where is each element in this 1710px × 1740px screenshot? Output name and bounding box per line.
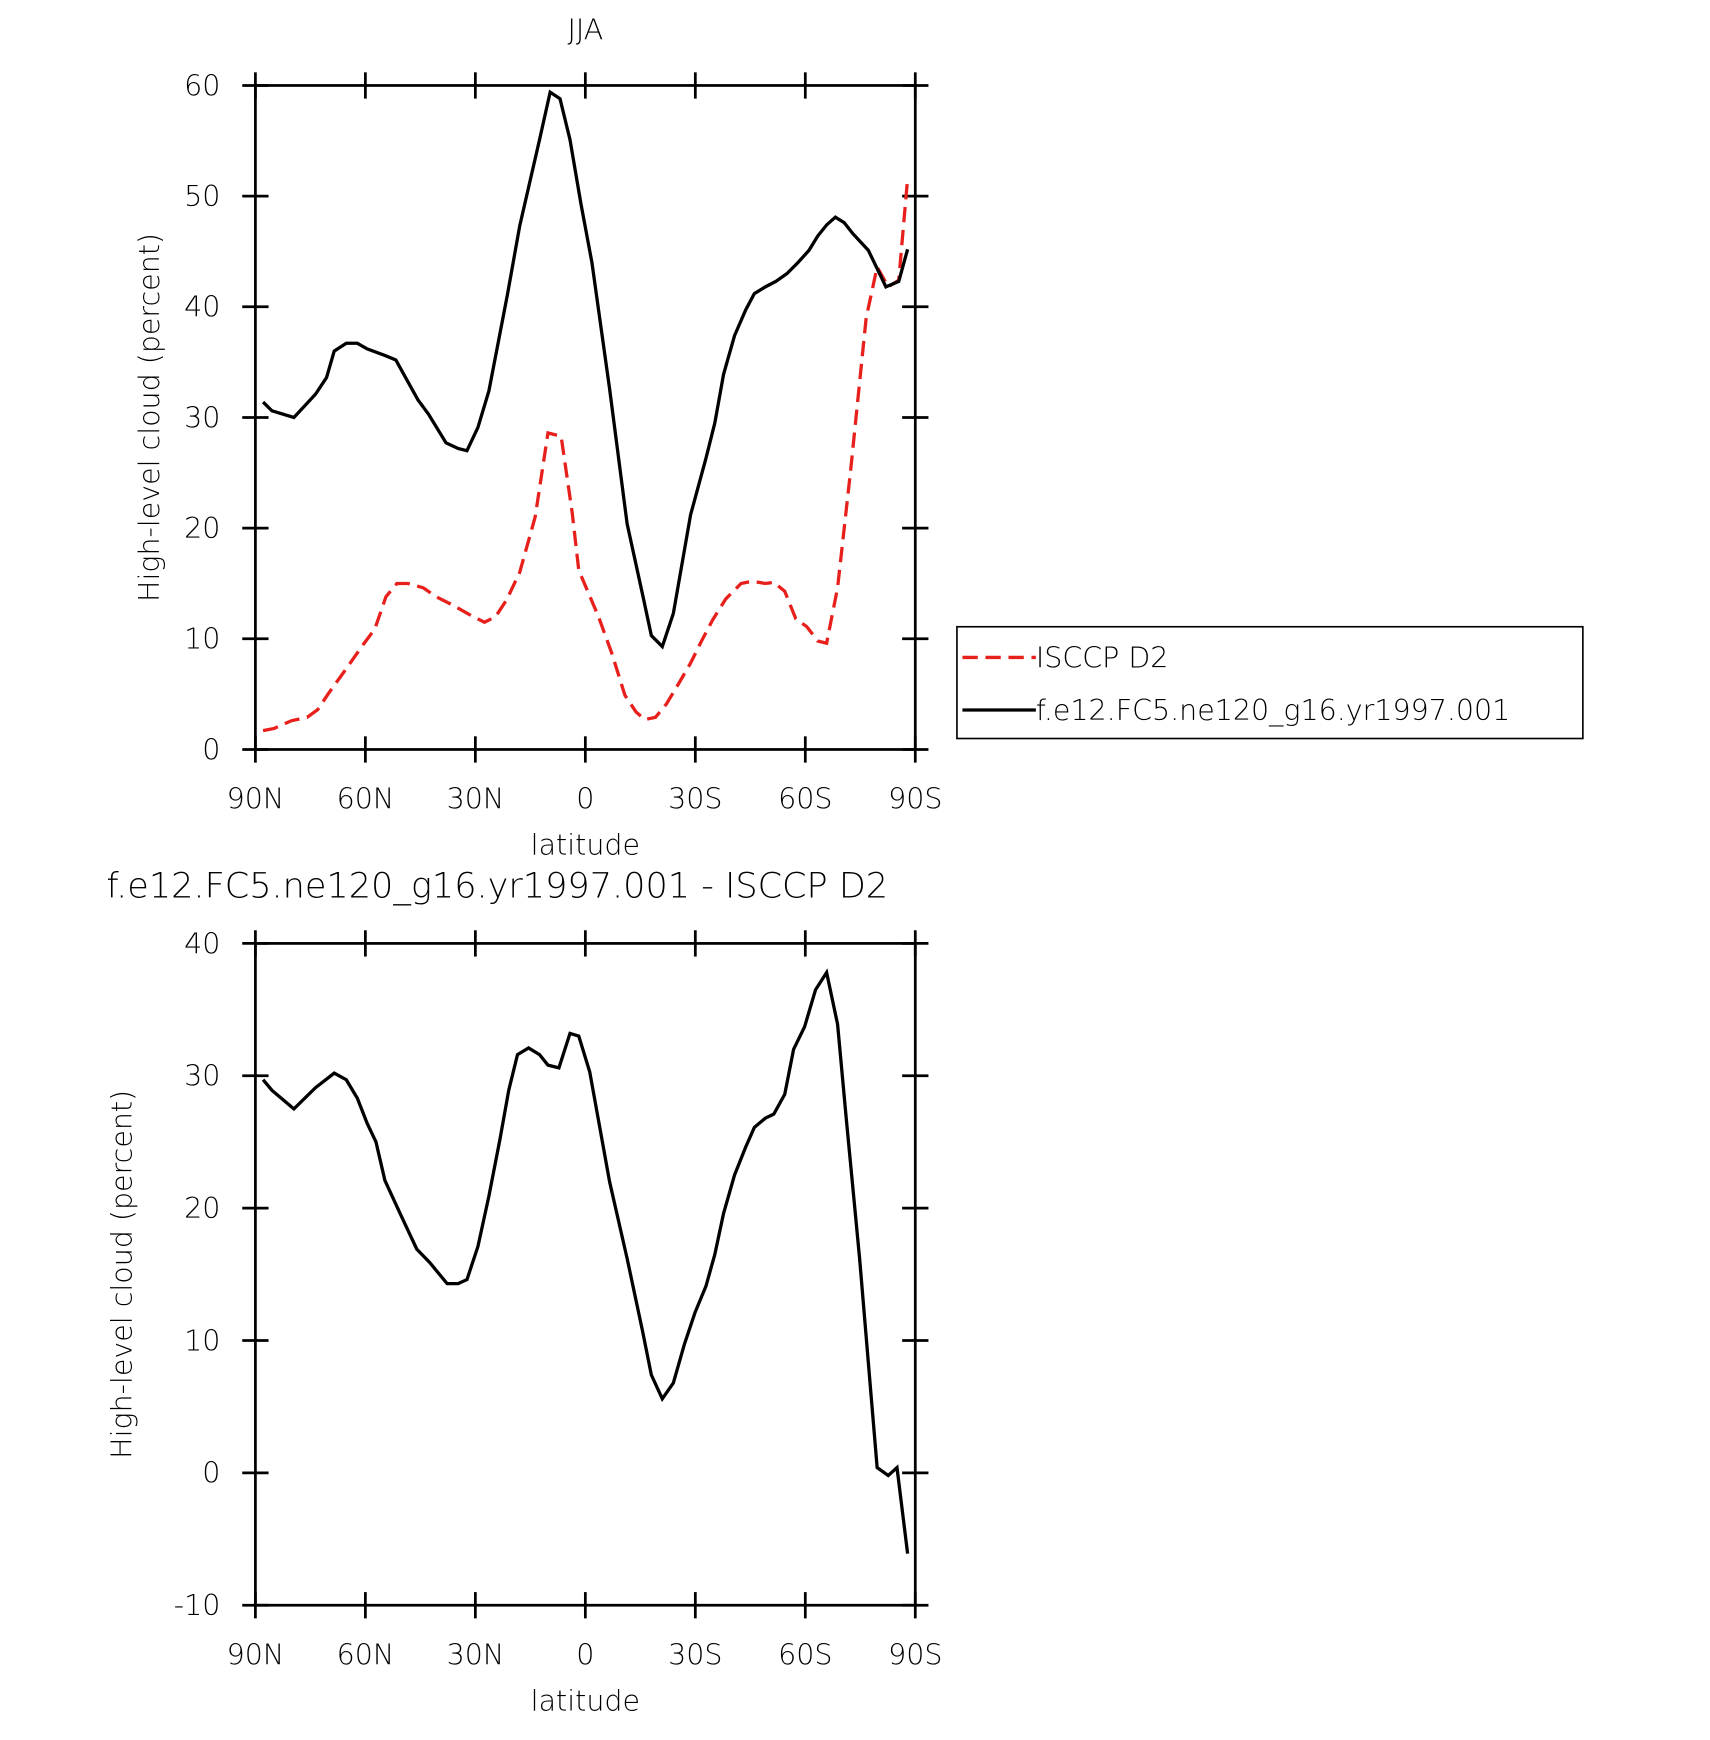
x-axis-label: latitude xyxy=(531,829,640,862)
x-tick-label: 90N xyxy=(227,1638,285,1671)
y-tick-label: 0 xyxy=(202,733,220,766)
x-tick-label: 30N xyxy=(447,783,505,816)
x-tick-label: 30S xyxy=(668,783,722,816)
x-tick-label: 30N xyxy=(447,1638,505,1671)
y-tick-label: 20 xyxy=(184,512,220,545)
chart-title: f.e12.FC5.ne120_g16.yr1997.001 - ISCCP D… xyxy=(106,865,888,906)
y-tick-label: 30 xyxy=(184,1060,220,1093)
y-tick-label: 10 xyxy=(184,623,220,656)
y-axis-label: High-level cloud (percent) xyxy=(133,233,166,602)
x-tick-label: 90N xyxy=(227,783,285,816)
y-tick-label: 10 xyxy=(184,1324,220,1357)
x-tick-label: 60N xyxy=(337,1638,395,1671)
y-tick-label: 0 xyxy=(202,1457,220,1490)
plot-frame xyxy=(254,84,917,751)
series-line xyxy=(262,178,910,733)
chart-title: JJA xyxy=(567,13,603,46)
y-tick-label: 30 xyxy=(184,401,220,434)
legend-box xyxy=(956,625,1584,740)
y-tick-label: 50 xyxy=(184,180,220,213)
y-axis-label: High-level cloud (percent) xyxy=(106,1090,139,1459)
y-tick-label: 20 xyxy=(184,1192,220,1225)
y-tick-label: 40 xyxy=(184,927,220,960)
x-tick-label: 30S xyxy=(668,1638,722,1671)
series-line xyxy=(261,89,910,650)
x-tick-label: 60S xyxy=(778,1638,832,1671)
legend-label: f.e12.FC5.ne120_g16.yr1997.001 xyxy=(1036,694,1510,728)
x-tick-label: 0 xyxy=(576,1638,594,1671)
plot-frame xyxy=(254,942,917,1607)
series-line xyxy=(261,968,910,1554)
legend-label: ISCCP D2 xyxy=(1036,641,1169,674)
y-tick-label: 60 xyxy=(184,69,220,102)
x-tick-label: 60N xyxy=(337,783,395,816)
x-tick-label: 90S xyxy=(888,1638,942,1671)
y-tick-label: -10 xyxy=(174,1589,221,1622)
x-tick-label: 0 xyxy=(576,783,594,816)
y-tick-label: 40 xyxy=(184,291,220,324)
x-tick-label: 60S xyxy=(778,783,832,816)
x-axis-label: latitude xyxy=(531,1684,640,1717)
x-tick-label: 90S xyxy=(888,783,942,816)
